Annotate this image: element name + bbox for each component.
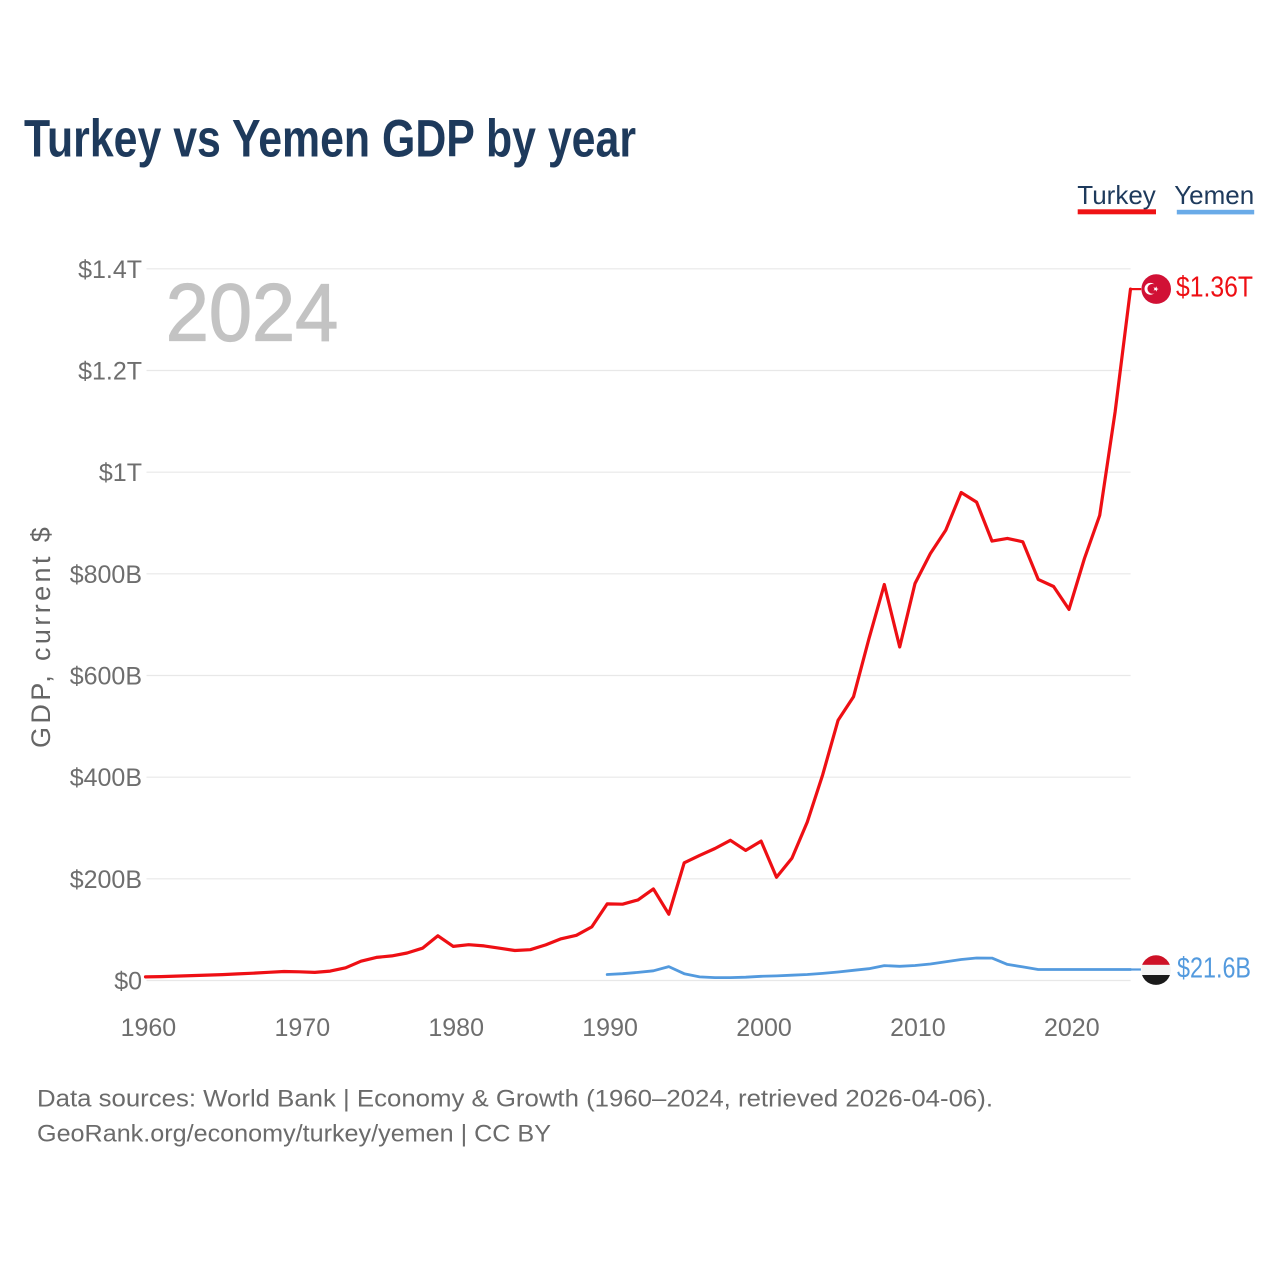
svg-text:Turkey: Turkey	[1077, 180, 1156, 210]
svg-text:2024: 2024	[166, 267, 338, 358]
svg-text:Turkey vs Yemen GDP by year: Turkey vs Yemen GDP by year	[24, 110, 636, 169]
svg-text:1990: 1990	[582, 1014, 638, 1042]
svg-text:GDP, current $: GDP, current $	[26, 524, 56, 748]
svg-text:2000: 2000	[736, 1014, 792, 1042]
svg-text:$1.36T: $1.36T	[1176, 272, 1253, 304]
svg-text:1960: 1960	[121, 1014, 177, 1042]
svg-text:$1.4T: $1.4T	[78, 256, 142, 284]
svg-text:$400B: $400B	[70, 764, 142, 792]
svg-text:GeoRank.org/economy/turkey/yem: GeoRank.org/economy/turkey/yemen | CC BY	[37, 1120, 551, 1147]
svg-text:$600B: $600B	[70, 663, 142, 691]
svg-text:2010: 2010	[890, 1014, 946, 1042]
svg-text:Yemen: Yemen	[1174, 180, 1254, 210]
svg-text:1980: 1980	[428, 1014, 484, 1042]
svg-text:$1.2T: $1.2T	[78, 358, 142, 386]
svg-text:2020: 2020	[1044, 1014, 1100, 1042]
svg-text:1970: 1970	[274, 1014, 330, 1042]
svg-text:$200B: $200B	[70, 866, 142, 894]
svg-text:$800B: $800B	[70, 561, 142, 589]
svg-text:$0: $0	[114, 968, 142, 996]
svg-text:Data sources: World Bank | Eco: Data sources: World Bank | Economy & Gro…	[37, 1086, 993, 1113]
svg-text:$1T: $1T	[99, 459, 142, 487]
svg-text:$21.6B: $21.6B	[1177, 952, 1251, 984]
